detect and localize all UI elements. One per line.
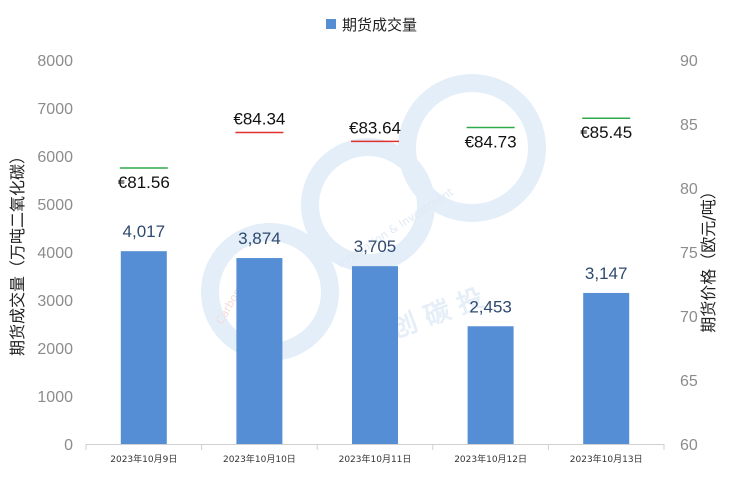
y-tick-label: 6000	[37, 149, 73, 166]
y-axis-ticks: 0 1000 2000 3000 4000 5000 6000 7000 8000	[37, 53, 73, 454]
bar	[467, 326, 514, 444]
x-axis-ticks: 2023年10月9日 2023年10月10日 2023年10月11日 2023年10月…	[85, 444, 665, 465]
x-tick-label: 2023年10月12日	[454, 453, 527, 465]
legend-label: 期货成交量	[342, 16, 417, 34]
price-label: €85.45	[580, 123, 632, 142]
x-tick-label: 2023年10月13日	[570, 453, 643, 465]
y2-tick-label: 75	[680, 245, 698, 262]
legend: 期货成交量	[326, 16, 417, 34]
price-label: €84.34	[233, 109, 285, 128]
y-tick-label: 1000	[37, 389, 73, 406]
y2-tick-label: 90	[680, 53, 698, 70]
bar	[120, 251, 167, 444]
bars: 4,017 3,874 3,705 2,453 3,147	[120, 222, 630, 444]
y2-axis-ticks: 60 65 70 75 80 85 90	[680, 53, 698, 454]
x-tick-label: 2023年10月10日	[223, 453, 296, 465]
price-label: €81.56	[118, 173, 170, 192]
y-tick-label: 3000	[37, 293, 73, 310]
y-tick-label: 8000	[37, 53, 73, 70]
bar	[352, 266, 398, 444]
price-label: €84.73	[465, 132, 517, 151]
price-label: €83.64	[349, 118, 401, 137]
y2-tick-label: 80	[680, 181, 698, 198]
y-tick-label: 0	[64, 437, 73, 454]
y-tick-label: 5000	[37, 197, 73, 214]
y2-tick-label: 60	[680, 437, 698, 454]
y2-tick-label: 70	[680, 309, 698, 326]
y2-tick-label: 85	[680, 117, 698, 134]
y2-tick-label: 65	[680, 373, 698, 390]
bar	[583, 292, 630, 444]
legend-swatch	[326, 19, 336, 29]
watermark-ring-right	[398, 74, 546, 222]
x-tick-label: 2023年10月11日	[339, 453, 412, 465]
bar-data-label: 4,017	[123, 222, 166, 241]
y-axis-title: 期货成交量（万吨二氧化碳）	[8, 148, 27, 356]
y-tick-label: 7000	[37, 101, 73, 118]
y2-axis-title: 期货价格（欧元/吨）	[699, 183, 718, 332]
price-markers: €81.56 €84.34 €83.64 €84.73 €85.45	[118, 109, 632, 192]
y-tick-label: 4000	[37, 245, 73, 262]
bar	[236, 258, 283, 444]
bar-data-label: 3,705	[354, 237, 397, 256]
y-tick-label: 2000	[37, 341, 73, 358]
bar-data-label: 3,874	[238, 229, 281, 248]
bar-data-label: 3,147	[585, 264, 628, 283]
bar-data-label: 2,453	[469, 297, 512, 316]
x-tick-label: 2023年10月9日	[110, 453, 177, 465]
